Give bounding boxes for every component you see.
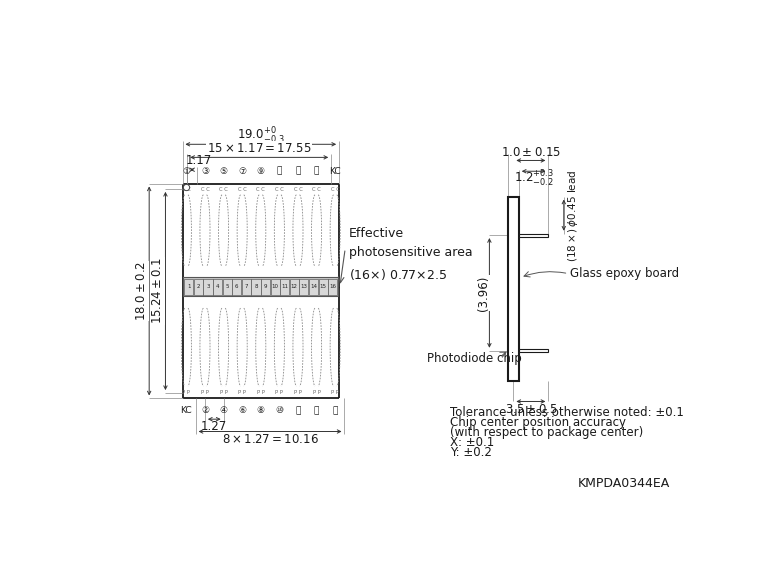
Bar xyxy=(519,234,548,237)
Text: P P: P P xyxy=(182,390,191,395)
Bar xyxy=(242,278,251,295)
Text: ⑫: ⑫ xyxy=(296,406,300,415)
Text: C C: C C xyxy=(238,187,247,192)
Text: ⑮: ⑮ xyxy=(314,166,319,176)
Text: 5: 5 xyxy=(226,284,229,289)
Text: ③: ③ xyxy=(201,166,209,176)
Text: 9: 9 xyxy=(264,284,268,289)
Text: (with respect to package center): (with respect to package center) xyxy=(450,426,643,439)
Text: C C: C C xyxy=(219,187,228,192)
Text: 3: 3 xyxy=(206,284,210,289)
Bar xyxy=(328,278,338,295)
Text: Effective
photosensitive area
$(16×)\ 0.77 × 2.5$: Effective photosensitive area $(16×)\ 0.… xyxy=(349,227,473,281)
Text: Photodiode chip: Photodiode chip xyxy=(426,352,521,365)
Text: Glass epoxy board: Glass epoxy board xyxy=(570,267,679,280)
Bar xyxy=(184,277,338,296)
Text: ①: ① xyxy=(182,166,191,176)
Bar xyxy=(508,197,519,382)
Text: ⑨: ⑨ xyxy=(257,166,265,176)
Text: $1.0 \pm 0.15$: $1.0 \pm 0.15$ xyxy=(501,146,561,160)
Bar xyxy=(300,278,309,295)
Text: KC: KC xyxy=(180,406,192,415)
Text: 15: 15 xyxy=(320,284,327,289)
Text: C C: C C xyxy=(312,187,321,192)
Text: KC: KC xyxy=(329,166,341,176)
Text: $15.24 \pm 0.1$: $15.24 \pm 0.1$ xyxy=(151,258,164,324)
Bar xyxy=(184,277,338,296)
Bar xyxy=(204,278,212,295)
Text: ⑧: ⑧ xyxy=(257,406,265,415)
Text: X: ±0.1: X: ±0.1 xyxy=(450,436,494,449)
Text: P P: P P xyxy=(275,390,283,395)
Text: ⑥: ⑥ xyxy=(238,406,247,415)
Text: $1.2^{+0.3}_{-0.2}$: $1.2^{+0.3}_{-0.2}$ xyxy=(513,169,554,189)
Text: ⑭: ⑭ xyxy=(314,406,319,415)
Text: P P: P P xyxy=(201,390,209,395)
Text: $15 \times 1.17=17.55$: $15 \times 1.17=17.55$ xyxy=(207,142,311,155)
Text: 16: 16 xyxy=(329,284,336,289)
Text: C C: C C xyxy=(331,187,340,192)
Bar xyxy=(519,349,548,352)
Text: 13: 13 xyxy=(300,284,307,289)
Text: KMPDA0344EA: KMPDA0344EA xyxy=(578,477,671,490)
Text: $18.0 \pm 0.2$: $18.0 \pm 0.2$ xyxy=(135,261,148,321)
Text: $19.0^{+0}_{-0.3}$: $19.0^{+0}_{-0.3}$ xyxy=(237,126,285,146)
Bar xyxy=(271,278,280,295)
Text: P P: P P xyxy=(257,390,265,395)
Text: ⑪: ⑪ xyxy=(277,166,282,176)
Bar xyxy=(184,278,194,295)
Text: P P: P P xyxy=(238,390,246,395)
Text: ⑦: ⑦ xyxy=(238,166,247,176)
Bar xyxy=(233,278,241,295)
Text: ④: ④ xyxy=(219,406,228,415)
Text: ②: ② xyxy=(201,406,209,415)
Text: ⑯: ⑯ xyxy=(332,406,338,415)
Bar xyxy=(213,278,223,295)
Text: 14: 14 xyxy=(310,284,317,289)
Text: C C: C C xyxy=(293,187,303,192)
Bar xyxy=(309,278,318,295)
Text: ⑤: ⑤ xyxy=(219,166,228,176)
Bar xyxy=(318,278,328,295)
Text: ⑩: ⑩ xyxy=(275,406,283,415)
Text: P P: P P xyxy=(331,390,339,395)
Text: 4: 4 xyxy=(216,284,219,289)
Text: 6: 6 xyxy=(235,284,239,289)
Text: Chip center position accuracy: Chip center position accuracy xyxy=(450,416,626,429)
Text: 1.27: 1.27 xyxy=(202,420,227,433)
Text: (3.96): (3.96) xyxy=(477,276,489,310)
Text: P P: P P xyxy=(219,390,227,395)
Text: 1.17: 1.17 xyxy=(186,154,212,167)
Text: C C: C C xyxy=(256,187,265,192)
Text: C C: C C xyxy=(182,187,191,192)
Text: 10: 10 xyxy=(272,284,279,289)
Text: $8 \times 1.27=10.16$: $8 \times 1.27=10.16$ xyxy=(222,433,318,445)
Text: Tolerance unless otherwise noted: ±0.1: Tolerance unless otherwise noted: ±0.1 xyxy=(450,406,684,419)
Text: 12: 12 xyxy=(291,284,298,289)
Bar xyxy=(194,278,203,295)
Text: C C: C C xyxy=(201,187,209,192)
Text: ⑬: ⑬ xyxy=(296,166,300,176)
Text: P P: P P xyxy=(294,390,302,395)
Text: Y: ±0.2: Y: ±0.2 xyxy=(450,446,492,459)
Bar xyxy=(261,278,270,295)
Text: 8: 8 xyxy=(254,284,258,289)
Text: $3.5 \pm 0.5$: $3.5 \pm 0.5$ xyxy=(504,403,557,416)
Text: 1: 1 xyxy=(187,284,191,289)
Text: 7: 7 xyxy=(244,284,248,289)
Text: $(18\times)\,\phi0.45\ \mathrm{lead}$: $(18\times)\,\phi0.45\ \mathrm{lead}$ xyxy=(566,170,580,262)
Bar xyxy=(223,278,232,295)
Text: P P: P P xyxy=(313,390,321,395)
Text: 2: 2 xyxy=(197,284,200,289)
Bar xyxy=(280,278,289,295)
Text: 11: 11 xyxy=(282,284,289,289)
Text: C C: C C xyxy=(275,187,284,192)
Bar xyxy=(251,278,261,295)
Bar xyxy=(289,278,299,295)
